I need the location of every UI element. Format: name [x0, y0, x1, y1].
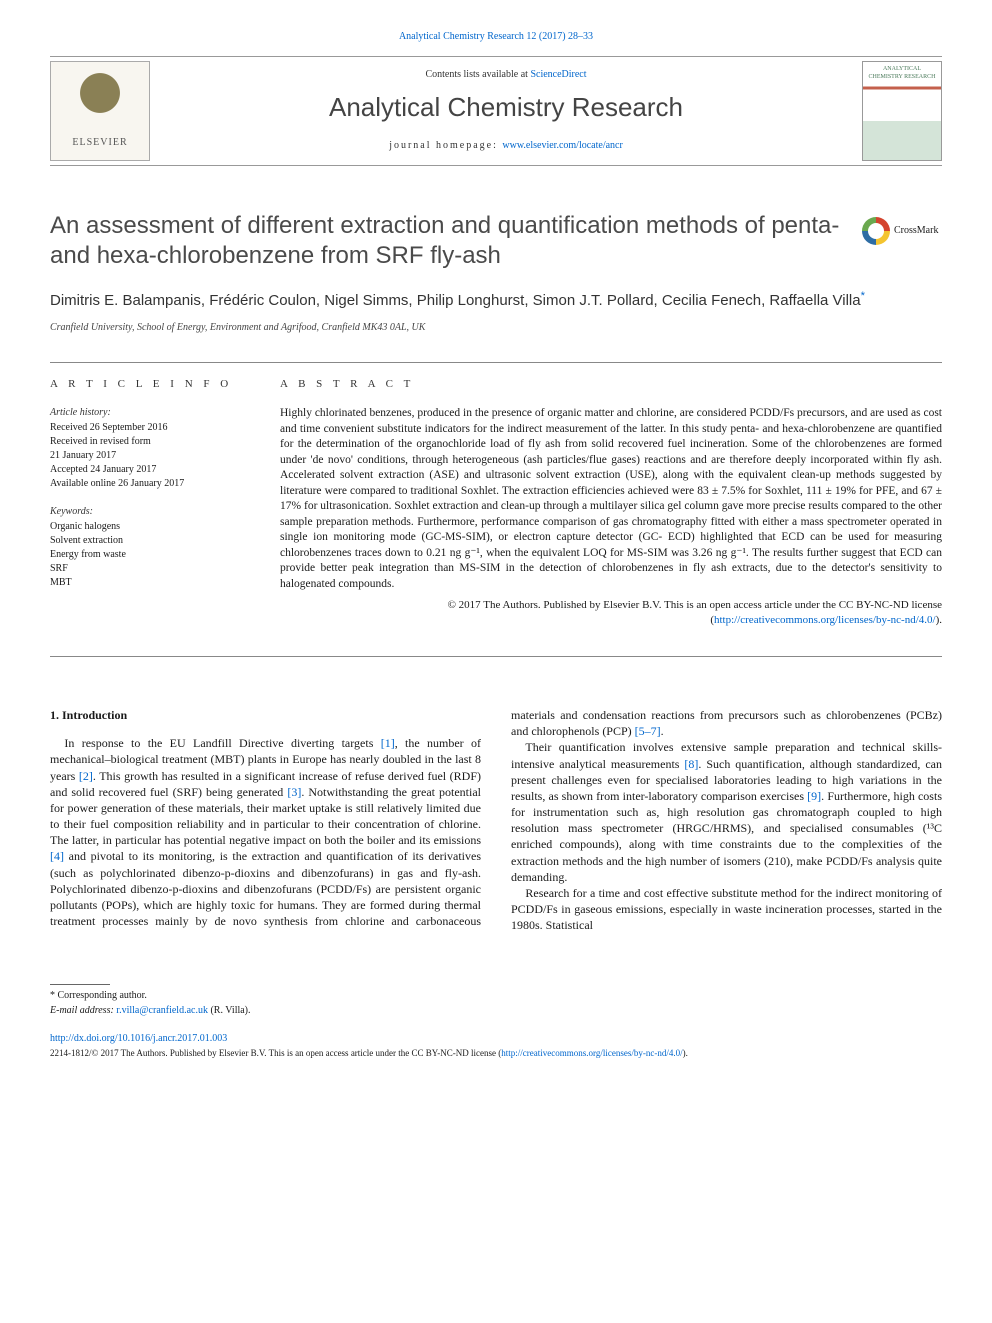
body-paragraph: Research for a time and cost effective s… [511, 885, 942, 934]
header-center: Contents lists available at ScienceDirec… [150, 68, 862, 152]
bottom-copyright: 2214-1812/© 2017 The Authors. Published … [50, 1047, 942, 1059]
contents-prefix: Contents lists available at [425, 69, 530, 80]
authors: Dimitris E. Balampanis, Frédéric Coulon,… [50, 289, 942, 311]
reference-link[interactable]: [4] [50, 849, 64, 863]
section-heading-introduction: 1. Introduction [50, 707, 481, 723]
keywords-heading: Keywords: [50, 505, 250, 519]
keyword: MBT [50, 576, 250, 590]
journal-cover-thumbnail: ANALYTICAL CHEMISTRY RESEARCH [862, 61, 942, 161]
text-run: . Furthermore, high costs for instrument… [511, 789, 942, 884]
article-title: An assessment of different extraction an… [50, 211, 842, 271]
history-heading: Article history: [50, 406, 250, 420]
article-info-heading: A R T I C L E I N F O [50, 377, 250, 392]
crossmark-icon [862, 217, 890, 245]
cc-license-link[interactable]: http://creativecommons.org/licenses/by-n… [501, 1048, 682, 1058]
history-line: Available online 26 January 2017 [50, 477, 250, 491]
email-line: E-mail address: r.villa@cranfield.ac.uk … [50, 1004, 942, 1018]
section-rule [50, 362, 942, 363]
elsevier-logo: ELSEVIER [50, 61, 150, 161]
copyright-close: ). [936, 614, 942, 626]
history-line: Accepted 24 January 2017 [50, 463, 250, 477]
keywords-block: Keywords: Organic halogens Solvent extra… [50, 505, 250, 590]
body-paragraph: Their quantification involves extensive … [511, 739, 942, 885]
elsevier-tree-icon [70, 72, 130, 132]
abstract-copyright: © 2017 The Authors. Published by Elsevie… [280, 598, 942, 628]
elsevier-name: ELSEVIER [72, 136, 127, 150]
reference-link[interactable]: [2] [79, 769, 93, 783]
keyword: Solvent extraction [50, 534, 250, 548]
corresponding-author-note: * Corresponding author. [50, 989, 942, 1003]
keyword: SRF [50, 562, 250, 576]
article-title-row: An assessment of different extraction an… [50, 211, 942, 271]
reference-link[interactable]: [3] [287, 785, 301, 799]
email-link[interactable]: r.villa@cranfield.ac.uk [116, 1005, 208, 1016]
reference-link[interactable]: [9] [807, 789, 821, 803]
email-label: E-mail address: [50, 1005, 116, 1016]
keyword: Organic halogens [50, 520, 250, 534]
crossmark-badge[interactable]: CrossMark [862, 211, 942, 251]
history-line: Received in revised form [50, 435, 250, 449]
abstract-text: Highly chlorinated benzenes, produced in… [280, 406, 942, 592]
reference-link[interactable]: [5–7] [635, 724, 661, 738]
bottom-copy-close: ). [683, 1048, 688, 1058]
contents-available: Contents lists available at ScienceDirec… [150, 68, 862, 82]
abstract-heading: A B S T R A C T [280, 377, 942, 392]
journal-header: ELSEVIER Contents lists available at Sci… [50, 56, 942, 166]
info-abstract-section: A R T I C L E I N F O Article history: R… [50, 377, 942, 628]
doi-link[interactable]: http://dx.doi.org/10.1016/j.ancr.2017.01… [50, 1032, 942, 1046]
reference-link[interactable]: [8] [684, 757, 698, 771]
text-run: In response to the EU Landfill Directive… [64, 736, 380, 750]
reference-link[interactable]: [1] [381, 736, 395, 750]
homepage-prefix: journal homepage: [389, 140, 502, 151]
page-footer: * Corresponding author. E-mail address: … [50, 984, 942, 1060]
journal-title: Analytical Chemistry Research [150, 90, 862, 125]
journal-reference: Analytical Chemistry Research 12 (2017) … [50, 30, 942, 44]
sciencedirect-link[interactable]: ScienceDirect [530, 69, 586, 80]
crossmark-label: CrossMark [894, 224, 938, 238]
journal-homepage: journal homepage: www.elsevier.com/locat… [150, 139, 862, 153]
text-run: . [661, 724, 664, 738]
history-line: 21 January 2017 [50, 449, 250, 463]
corresponding-asterisk: * [861, 290, 865, 302]
affiliation: Cranfield University, School of Energy, … [50, 321, 942, 335]
cc-license-link[interactable]: http://creativecommons.org/licenses/by-n… [714, 614, 936, 626]
abstract-column: A B S T R A C T Highly chlorinated benze… [280, 377, 942, 628]
email-name: (R. Villa). [208, 1005, 251, 1016]
body-text: 1. Introduction In response to the EU La… [50, 707, 942, 934]
keyword: Energy from waste [50, 548, 250, 562]
article-info-column: A R T I C L E I N F O Article history: R… [50, 377, 250, 628]
section-rule [50, 656, 942, 657]
bottom-copy-text: 2214-1812/© 2017 The Authors. Published … [50, 1048, 501, 1058]
footnote-rule [50, 984, 110, 985]
article-history: Article history: Received 26 September 2… [50, 406, 250, 491]
homepage-link[interactable]: www.elsevier.com/locate/ancr [502, 140, 622, 151]
history-line: Received 26 September 2016 [50, 421, 250, 435]
author-list: Dimitris E. Balampanis, Frédéric Coulon,… [50, 292, 861, 309]
